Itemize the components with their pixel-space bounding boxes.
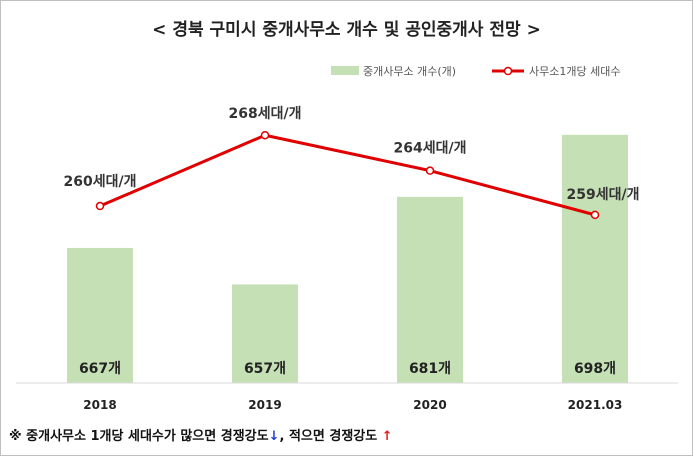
line-value-label: 260세대/개 — [64, 174, 137, 190]
x-tick-label: 2021.03 — [568, 398, 623, 412]
bar-2020 — [397, 196, 463, 383]
bar-2019 — [232, 284, 298, 383]
line-series — [99, 133, 596, 217]
line-point-2020 — [425, 166, 435, 175]
bar-value-label: 667개 — [79, 361, 121, 377]
bar-value-label: 657개 — [244, 361, 286, 377]
arrow-down-icon: ↓ — [268, 429, 280, 444]
legend-line-label: 사무소1개당 세대수 — [529, 65, 621, 78]
x-tick-label: 2020 — [413, 398, 446, 412]
legend-bar-swatch — [331, 66, 359, 75]
line-point-2018 — [95, 201, 105, 211]
line-point-2021.03 — [590, 210, 600, 220]
line-layer — [95, 130, 600, 220]
x-tick-label: 2019 — [248, 398, 281, 412]
bar-value-label: 681개 — [409, 361, 451, 377]
bar-2018 — [67, 247, 133, 383]
chart-title: < 경북 구미시 중개사무소 개수 및 공인중개사 전망 > — [152, 20, 541, 40]
footnote-text-1: ※ 중개사무소 1개당 세대수가 많으면 경쟁강도 — [9, 429, 269, 444]
line-point-2019 — [260, 130, 270, 140]
legend-bar-label: 중개사무소 개수(개) — [363, 65, 457, 78]
arrow-up-icon: ↑ — [381, 429, 393, 444]
line-value-label: 268세대/개 — [229, 106, 302, 122]
x-tick-label: 2018 — [83, 398, 116, 412]
line-value-label: 259세대/개 — [567, 187, 640, 203]
x-tick-layer: 2018 2019 2020 2021.03 — [83, 398, 622, 412]
legend-line-swatch — [492, 66, 524, 76]
footnote: ※ 중개사무소 1개당 세대수가 많으면 경쟁강도↓, 적으면 경쟁강도 ↑ — [9, 425, 393, 444]
footnote-text-2: , 적으면 경쟁강도 — [279, 429, 382, 444]
bar-value-label: 698개 — [574, 361, 616, 377]
bars-layer — [67, 134, 628, 383]
label-layer: 667개 657개 681개 698개 260세대/개 268세대/개 264세대/개 259… — [64, 106, 640, 377]
bar-2021.03 — [562, 134, 628, 383]
line-value-label: 264세대/개 — [394, 141, 467, 157]
